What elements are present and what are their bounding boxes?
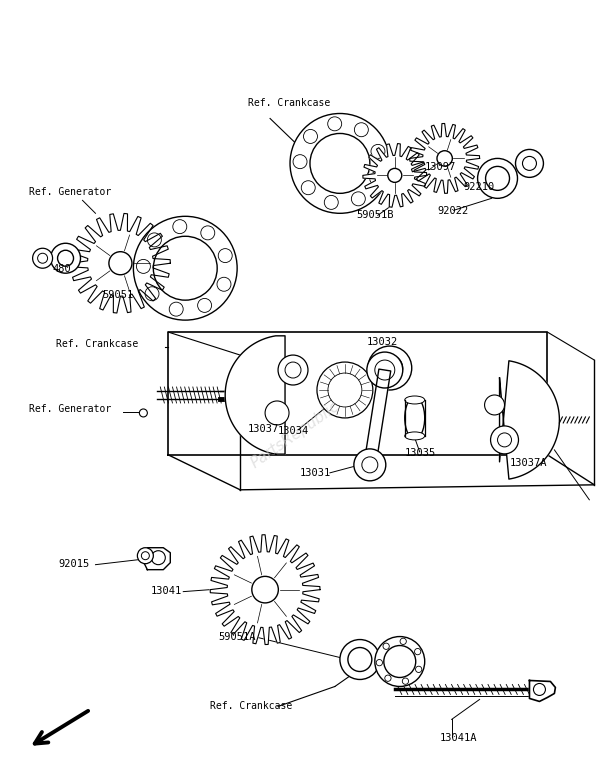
Circle shape	[265, 401, 289, 425]
Circle shape	[485, 395, 505, 415]
Text: Ref. Generator: Ref. Generator	[29, 188, 111, 198]
Circle shape	[533, 684, 545, 695]
Circle shape	[375, 636, 425, 687]
Circle shape	[385, 675, 391, 681]
Circle shape	[377, 355, 403, 381]
Circle shape	[402, 678, 409, 684]
Text: 59051B: 59051B	[356, 210, 394, 220]
Circle shape	[485, 167, 509, 191]
Circle shape	[370, 172, 384, 186]
Circle shape	[293, 155, 307, 169]
Polygon shape	[143, 548, 170, 570]
Polygon shape	[169, 332, 547, 455]
Circle shape	[328, 117, 341, 131]
Circle shape	[368, 346, 412, 390]
Text: Ref. Crankcase: Ref. Crankcase	[56, 339, 138, 349]
Circle shape	[38, 253, 47, 264]
Text: 13041: 13041	[151, 586, 182, 596]
Circle shape	[375, 360, 395, 380]
Circle shape	[197, 298, 212, 312]
Circle shape	[142, 552, 149, 560]
Text: 13035: 13035	[405, 448, 436, 458]
Polygon shape	[363, 143, 427, 207]
Circle shape	[371, 144, 385, 158]
Circle shape	[304, 129, 317, 143]
Circle shape	[383, 643, 389, 649]
Circle shape	[32, 248, 53, 268]
Polygon shape	[410, 123, 479, 193]
Circle shape	[415, 649, 421, 655]
Circle shape	[201, 226, 215, 239]
Circle shape	[362, 457, 378, 473]
Text: 59051: 59051	[103, 290, 134, 300]
Circle shape	[523, 157, 536, 170]
Circle shape	[145, 287, 159, 301]
Circle shape	[285, 362, 301, 378]
Polygon shape	[364, 369, 391, 466]
Polygon shape	[500, 361, 559, 479]
Text: 92022: 92022	[437, 206, 469, 216]
Circle shape	[324, 195, 338, 209]
Circle shape	[139, 409, 148, 417]
Polygon shape	[71, 213, 170, 313]
Circle shape	[367, 352, 403, 388]
Circle shape	[148, 233, 161, 247]
Circle shape	[491, 426, 518, 454]
Circle shape	[133, 216, 237, 320]
Circle shape	[400, 638, 406, 645]
Text: PartsRepublic: PartsRepublic	[248, 399, 342, 471]
Text: Ref. Crankcase: Ref. Crankcase	[248, 98, 331, 108]
Circle shape	[384, 646, 416, 677]
Circle shape	[478, 158, 517, 198]
Polygon shape	[225, 336, 285, 454]
Circle shape	[290, 113, 390, 213]
Text: 13032: 13032	[367, 337, 398, 347]
Circle shape	[388, 168, 402, 182]
Circle shape	[355, 122, 368, 136]
Ellipse shape	[405, 396, 425, 404]
Circle shape	[515, 150, 544, 177]
Circle shape	[310, 133, 370, 193]
Circle shape	[218, 249, 232, 263]
Circle shape	[50, 243, 80, 274]
Circle shape	[416, 666, 422, 673]
Circle shape	[217, 277, 231, 291]
Circle shape	[173, 219, 187, 233]
Circle shape	[151, 551, 166, 565]
Polygon shape	[529, 680, 556, 701]
Circle shape	[301, 181, 315, 195]
Ellipse shape	[405, 432, 425, 440]
Text: 480: 480	[53, 264, 71, 274]
Text: 59051A: 59051A	[218, 632, 256, 642]
Text: 92210: 92210	[464, 182, 495, 192]
Circle shape	[317, 362, 373, 418]
Text: Ref. Generator: Ref. Generator	[29, 404, 111, 414]
Circle shape	[497, 433, 512, 447]
Circle shape	[352, 192, 365, 206]
Circle shape	[58, 250, 74, 267]
Circle shape	[169, 302, 183, 316]
Circle shape	[348, 648, 372, 671]
Text: 13031: 13031	[300, 468, 331, 478]
Text: 92015: 92015	[59, 559, 90, 569]
Text: 13037: 13037	[248, 424, 280, 434]
Text: 13034: 13034	[278, 426, 310, 436]
Polygon shape	[210, 535, 320, 645]
Circle shape	[376, 660, 382, 666]
Circle shape	[278, 355, 308, 385]
Circle shape	[137, 548, 154, 563]
Text: 13097: 13097	[425, 163, 456, 172]
Text: 13041A: 13041A	[440, 733, 477, 743]
Circle shape	[109, 252, 132, 275]
Text: 13037A: 13037A	[509, 458, 547, 468]
Text: Ref. Crankcase: Ref. Crankcase	[210, 701, 292, 711]
Circle shape	[340, 639, 380, 680]
Circle shape	[252, 577, 278, 603]
Circle shape	[136, 260, 151, 274]
Circle shape	[437, 150, 452, 166]
Circle shape	[354, 449, 386, 480]
Ellipse shape	[405, 397, 425, 439]
Circle shape	[328, 373, 362, 407]
Circle shape	[154, 236, 217, 300]
